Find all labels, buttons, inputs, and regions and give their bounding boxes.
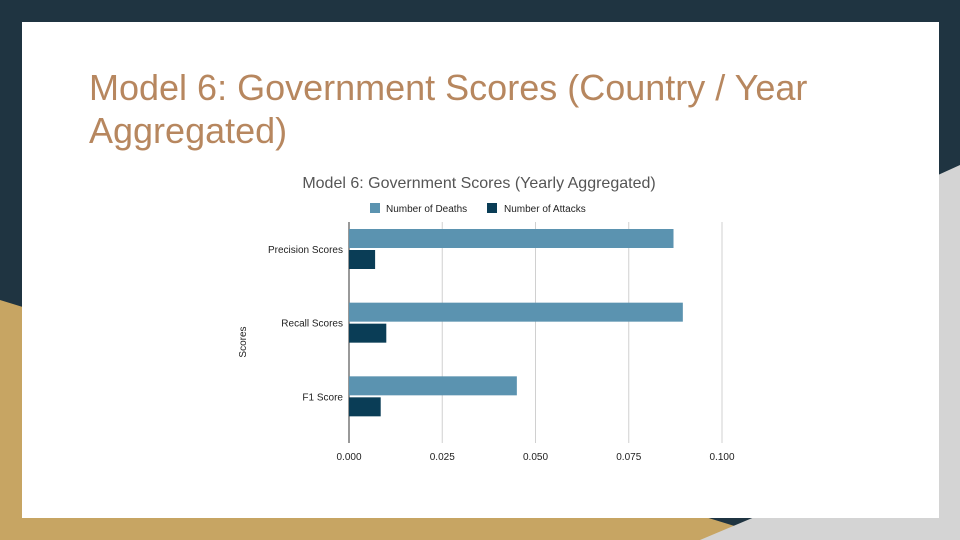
legend-swatch-attacks xyxy=(487,203,497,213)
bar-deaths xyxy=(349,302,683,322)
category-label: Precision Scores xyxy=(268,245,343,256)
x-tick-label: 0.050 xyxy=(523,452,548,463)
x-axis-tick-labels: 0.000 0.025 0.050 0.075 0.100 xyxy=(336,452,734,463)
y-axis-label: Scores xyxy=(238,326,249,357)
x-tick-label: 0.000 xyxy=(336,452,361,463)
bars xyxy=(349,229,683,417)
x-tick-label: 0.100 xyxy=(709,452,734,463)
legend-swatch-deaths xyxy=(370,203,380,213)
bar-chart: Model 6: Government Scores (Yearly Aggre… xyxy=(238,175,735,463)
chart-legend: Number of Deaths Number of Attacks xyxy=(370,203,586,215)
gridlines xyxy=(348,222,723,443)
bar-deaths xyxy=(349,376,517,396)
bar-attacks xyxy=(349,323,387,343)
bar-attacks xyxy=(349,397,381,417)
category-label: F1 Score xyxy=(302,392,343,403)
slide-title: Model 6: Government Scores (Country / Ye… xyxy=(89,67,808,151)
x-tick-label: 0.075 xyxy=(616,452,641,463)
bar-attacks xyxy=(349,250,376,269)
category-labels: Precision Scores Recall Scores F1 Score xyxy=(268,245,343,403)
x-tick-label: 0.025 xyxy=(430,452,455,463)
legend-label-attacks: Number of Attacks xyxy=(504,204,586,215)
slide-canvas: Model 6: Government Scores (Country / Ye… xyxy=(22,22,939,518)
legend-label-deaths: Number of Deaths xyxy=(386,204,467,215)
bar-deaths xyxy=(349,229,674,248)
category-label: Recall Scores xyxy=(281,319,343,330)
chart-title: Model 6: Government Scores (Yearly Aggre… xyxy=(302,175,655,192)
